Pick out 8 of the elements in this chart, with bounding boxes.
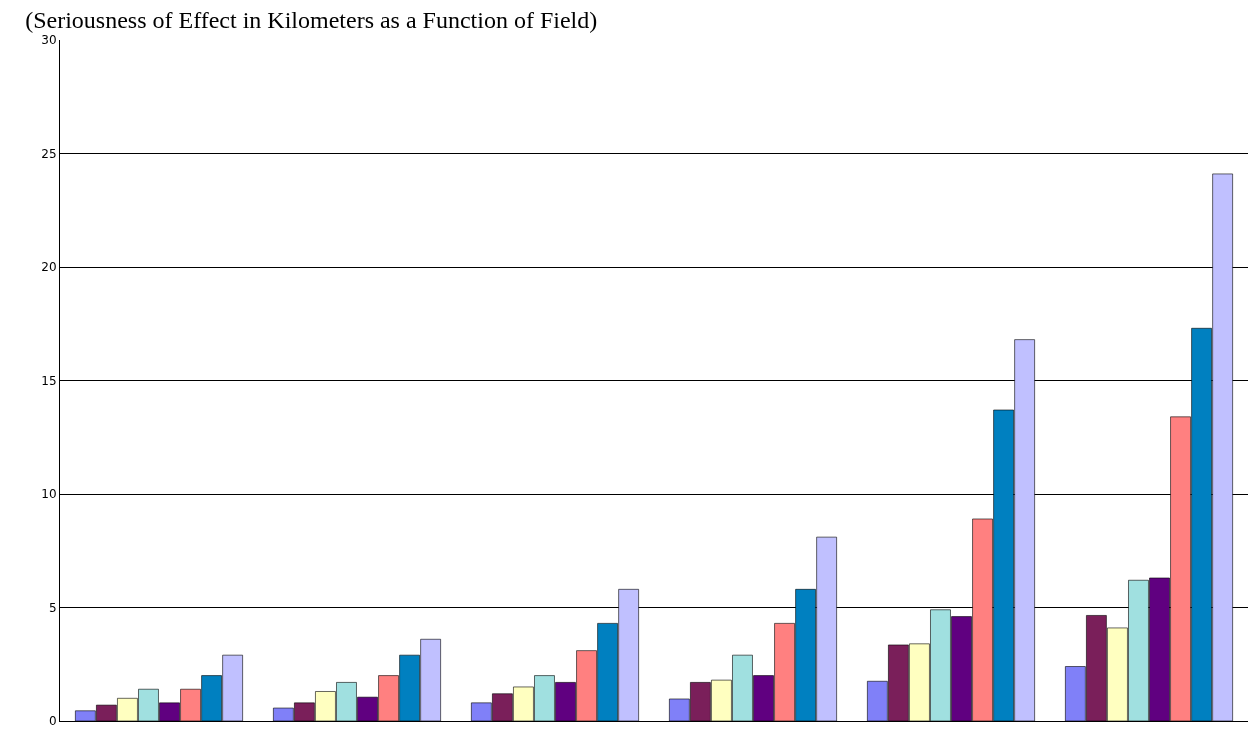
y-tick-label: 30 [41, 33, 57, 48]
chart-title: (Seriousness of Effect in Kilometers as a Function of Field) [25, 6, 598, 33]
y-tick-label: 5 [48, 600, 57, 615]
y-tick-label: 20 [41, 260, 57, 275]
y-tick-label: 25 [41, 146, 57, 161]
y-tick-label: 10 [41, 487, 57, 502]
y-tick-label: 15 [41, 373, 57, 388]
y-tick-label: 0 [48, 714, 57, 729]
